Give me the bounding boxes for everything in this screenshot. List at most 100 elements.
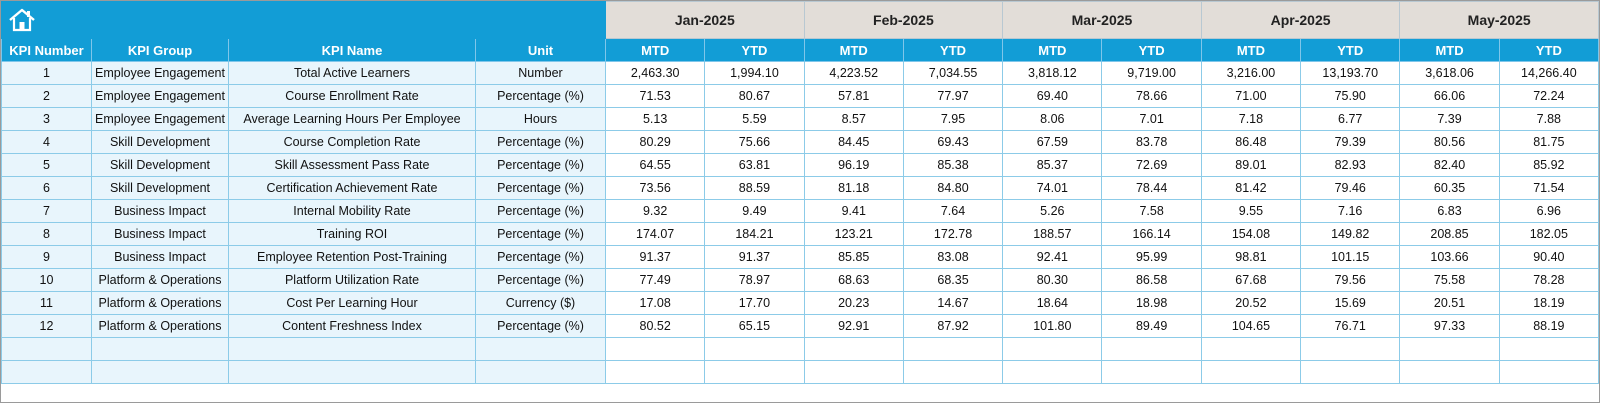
month-header: May-2025 (1399, 1, 1599, 39)
value-cell: 18.98 (1101, 291, 1202, 315)
period-header: YTD (704, 38, 805, 62)
value-cell: 166.14 (1101, 222, 1202, 246)
column-header-row: KPI Number KPI Group KPI Name Unit MTD YTD MTD… (1, 38, 1600, 62)
value-cell: 1,994.10 (704, 61, 805, 85)
empty-cell (1101, 360, 1202, 384)
value-cell: 60.35 (1399, 176, 1500, 200)
value-cell: 75.58 (1399, 268, 1500, 292)
empty-cell (1101, 337, 1202, 361)
kpi-info-cell: 2 (1, 84, 92, 108)
value-cell: 85.38 (902, 153, 1004, 177)
value-cell: 81.42 (1200, 176, 1302, 200)
value-cell: 15.69 (1300, 291, 1401, 315)
kpi-info-cell: Hours (475, 107, 606, 131)
value-cell: 73.56 (604, 176, 706, 200)
kpi-row: 2 Employee Engagement Course Enrollment Ra… (1, 84, 1600, 108)
value-cell: 98.81 (1200, 245, 1302, 269)
kpi-info-cell: Skill Development (91, 130, 229, 154)
value-cell: 18.19 (1498, 291, 1600, 315)
value-cell: 71.54 (1498, 176, 1600, 200)
kpi-row: 5 Skill Development Skill Assessment Pass … (1, 153, 1600, 177)
value-cell: 65.15 (704, 314, 805, 338)
empty-cell (902, 337, 1004, 361)
empty-cell (1200, 360, 1302, 384)
value-cell: 2,463.30 (604, 61, 706, 85)
value-cell: 80.52 (604, 314, 706, 338)
period-header: YTD (1101, 38, 1202, 62)
month-header: Mar-2025 (1002, 1, 1202, 39)
kpi-info-cell: Content Freshness Index (228, 314, 476, 338)
value-cell: 83.08 (902, 245, 1004, 269)
empty-cell (803, 360, 904, 384)
kpi-info-cell: Skill Development (91, 153, 229, 177)
value-cell: 7,034.55 (902, 61, 1004, 85)
value-cell: 75.66 (704, 130, 805, 154)
kpi-info-cell: Skill Assessment Pass Rate (228, 153, 476, 177)
value-cell: 88.59 (704, 176, 805, 200)
value-cell: 63.81 (704, 153, 805, 177)
value-cell: 74.01 (1002, 176, 1103, 200)
value-cell: 7.39 (1399, 107, 1500, 131)
value-cell: 85.37 (1002, 153, 1103, 177)
value-cell: 7.01 (1101, 107, 1202, 131)
period-header: YTD (902, 38, 1004, 62)
empty-cell (604, 360, 706, 384)
value-cell: 86.48 (1200, 130, 1302, 154)
kpi-info-cell: Training ROI (228, 222, 476, 246)
kpi-table: Jan-2025 Feb-2025 Mar-2025 Apr-2025 May-2025… (1, 1, 1600, 384)
empty-cell (1399, 337, 1500, 361)
value-cell: 103.66 (1399, 245, 1500, 269)
home-button[interactable] (7, 7, 37, 33)
value-cell: 78.97 (704, 268, 805, 292)
value-cell: 7.16 (1300, 199, 1401, 223)
kpi-info-cell: 9 (1, 245, 92, 269)
kpi-info-cell: Percentage (%) (475, 176, 606, 200)
kpi-info-cell: Platform & Operations (91, 314, 229, 338)
empty-cell (704, 360, 805, 384)
empty-cell (228, 337, 476, 361)
value-cell: 66.06 (1399, 84, 1500, 108)
value-cell: 68.35 (902, 268, 1004, 292)
column-header: KPI Name (228, 38, 476, 62)
kpi-row: 3 Employee Engagement Average Learning Hou… (1, 107, 1600, 131)
empty-cell (604, 337, 706, 361)
value-cell: 104.65 (1200, 314, 1302, 338)
kpi-info-cell: 1 (1, 61, 92, 85)
empty-row (1, 337, 1600, 361)
kpi-info-cell: Platform & Operations (91, 291, 229, 315)
value-cell: 71.00 (1200, 84, 1302, 108)
value-cell: 69.40 (1002, 84, 1103, 108)
empty-cell (228, 360, 476, 384)
kpi-info-cell: Course Completion Rate (228, 130, 476, 154)
value-cell: 174.07 (604, 222, 706, 246)
kpi-info-cell: Platform & Operations (91, 268, 229, 292)
value-cell: 9.32 (604, 199, 706, 223)
period-header: MTD (1399, 38, 1500, 62)
value-cell: 9,719.00 (1101, 61, 1202, 85)
kpi-info-cell: 12 (1, 314, 92, 338)
value-cell: 77.97 (902, 84, 1004, 108)
kpi-info-cell: 6 (1, 176, 92, 200)
kpi-info-cell: Cost Per Learning Hour (228, 291, 476, 315)
value-cell: 79.46 (1300, 176, 1401, 200)
value-cell: 75.90 (1300, 84, 1401, 108)
value-cell: 9.49 (704, 199, 805, 223)
value-cell: 88.19 (1498, 314, 1600, 338)
kpi-info-cell: Employee Engagement (91, 61, 229, 85)
period-header: MTD (1200, 38, 1302, 62)
value-cell: 7.64 (902, 199, 1004, 223)
month-header: Apr-2025 (1200, 1, 1401, 39)
value-cell: 6.83 (1399, 199, 1500, 223)
value-cell: 9.55 (1200, 199, 1302, 223)
value-cell: 78.66 (1101, 84, 1202, 108)
value-cell: 9.41 (803, 199, 904, 223)
column-header: KPI Group (91, 38, 229, 62)
empty-cell (1498, 337, 1600, 361)
value-cell: 14.67 (902, 291, 1004, 315)
column-header: KPI Number (1, 38, 92, 62)
value-cell: 72.69 (1101, 153, 1202, 177)
empty-cell (704, 337, 805, 361)
kpi-info-cell: 4 (1, 130, 92, 154)
period-header: YTD (1300, 38, 1401, 62)
empty-cell (1498, 360, 1600, 384)
